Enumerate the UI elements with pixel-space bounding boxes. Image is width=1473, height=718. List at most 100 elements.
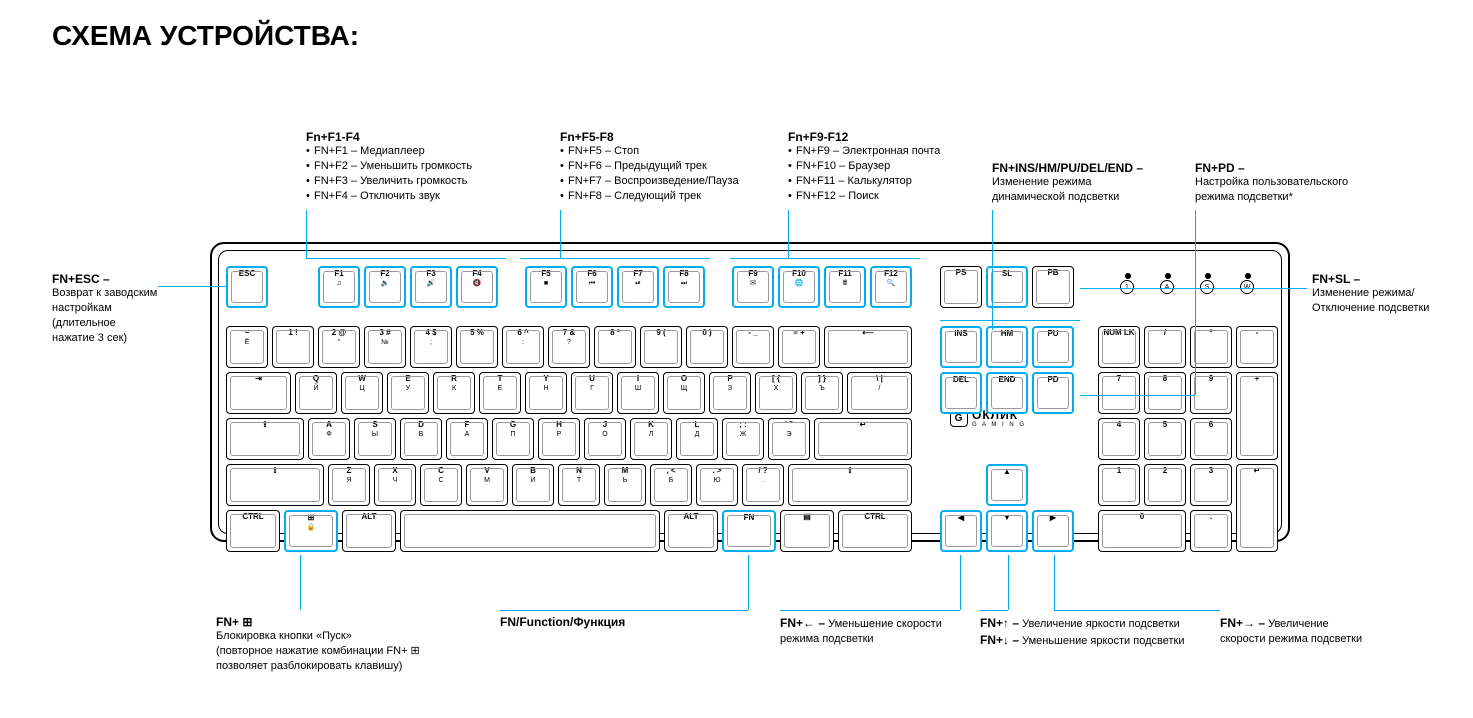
key-pb: PB <box>1032 266 1074 308</box>
key-5: 5 <box>1144 418 1186 460</box>
key-end: END <box>986 372 1028 414</box>
key--: ~Ё <box>226 326 268 368</box>
key-a: AФ <box>308 418 350 460</box>
leader-line <box>500 610 748 611</box>
key-d: DВ <box>400 418 442 460</box>
key-s: SЫ <box>354 418 396 460</box>
key-f5: F5■ <box>525 266 567 308</box>
key-8-: 8 * <box>594 326 636 368</box>
key--: - _ <box>732 326 774 368</box>
callout-title: FN+ESC – <box>52 272 202 286</box>
leader-line <box>1306 288 1307 289</box>
key--: [ {Х <box>755 372 797 414</box>
key--: ⟵ <box>824 326 912 368</box>
key-9: 9 <box>1190 372 1232 414</box>
key-6-: 6 ^: <box>502 326 544 368</box>
key-5-: 5 % <box>456 326 498 368</box>
key--: ⊞🔒 <box>284 510 338 552</box>
key-f11: F11🖩 <box>824 266 866 308</box>
key-2-: 2 @" <box>318 326 360 368</box>
led-indicator: A <box>1160 280 1174 294</box>
key-9-: 9 ( <box>640 326 682 368</box>
leader-line <box>940 320 1080 321</box>
callout-fn-updown: FN+↑ – Увеличение яркости подсветки FN+↓… <box>980 615 1210 649</box>
key-w: WЦ <box>341 372 383 414</box>
key-pu: PU <box>1032 326 1074 368</box>
callout-body: •FN+F5 – Стоп •FN+F6 – Предыдущий трек •… <box>560 144 780 203</box>
key-j: JО <box>584 418 626 460</box>
key-p: PЗ <box>709 372 751 414</box>
key-fn: FN <box>722 510 776 552</box>
key--: \ |/ <box>847 372 912 414</box>
callout-body: Настройка пользовательского режима подсв… <box>1195 175 1395 205</box>
key--: / ?. <box>742 464 784 506</box>
key--: , <Б <box>650 464 692 506</box>
key--: ] }Ъ <box>801 372 843 414</box>
key-b: BИ <box>512 464 554 506</box>
led-indicator: S <box>1200 280 1214 294</box>
key-del: DEL <box>940 372 982 414</box>
leader-line <box>730 258 920 259</box>
leader-line <box>1080 288 1306 289</box>
callout-body: FN+→ – Увеличение скорости режима подсве… <box>1220 615 1420 647</box>
key-7-: 7 &? <box>548 326 590 368</box>
key-y: YН <box>525 372 567 414</box>
key--: ; :Ж <box>722 418 764 460</box>
callout-fn-esc: FN+ESC – Возврат к заводским настройкам … <box>52 272 202 345</box>
key-x: XЧ <box>374 464 416 506</box>
key-f: FА <box>446 418 488 460</box>
callout-body: •FN+F9 – Электронная почта •FN+F10 – Бра… <box>788 144 988 203</box>
key-alt: ALT <box>342 510 396 552</box>
key--: ◀ <box>940 510 982 552</box>
callout-fn-win: FN+ ⊞ Блокировка кнопки «Пуск» (повторно… <box>216 615 496 674</box>
key-esc: ESC <box>226 266 268 308</box>
leader-line <box>1080 395 1195 396</box>
leader-line <box>300 555 301 610</box>
key-t: TЕ <box>479 372 521 414</box>
key-f7: F7⏯ <box>617 266 659 308</box>
callout-body: Блокировка кнопки «Пуск» (повторное нажа… <box>216 629 496 674</box>
key-q: QЙ <box>295 372 337 414</box>
key--: . <box>1190 510 1232 552</box>
leader-line <box>1008 555 1009 610</box>
key-o: OЩ <box>663 372 705 414</box>
key-f4: F4🔇 <box>456 266 498 308</box>
key--: ⇧ <box>226 464 324 506</box>
key-num-lk: NUM LK <box>1098 326 1140 368</box>
key--: ↵ <box>1236 464 1278 552</box>
key--: ▤ <box>780 510 834 552</box>
callout-title: FN+SL – <box>1312 272 1462 286</box>
leader-line <box>1054 610 1220 611</box>
key--: ⇧ <box>788 464 912 506</box>
leader-line <box>1054 555 1055 610</box>
key-v: VМ <box>466 464 508 506</box>
leader-line <box>306 210 307 258</box>
leader-line <box>1195 210 1196 395</box>
key-r: RК <box>433 372 475 414</box>
key-7: 7 <box>1098 372 1140 414</box>
key-f2: F2🔉 <box>364 266 406 308</box>
leader-line <box>960 555 961 610</box>
key-n: NТ <box>558 464 600 506</box>
key-hm: HM <box>986 326 1028 368</box>
callout-body: FN+↑ – Увеличение яркости подсветки FN+↓… <box>980 615 1210 649</box>
leader-line <box>780 610 960 611</box>
key-8: 8 <box>1144 372 1186 414</box>
key-e: EУ <box>387 372 429 414</box>
callout-title: FN+ ⊞ <box>216 615 496 629</box>
key-z: ZЯ <box>328 464 370 506</box>
callout-fn-right: FN+→ – Увеличение скорости режима подсве… <box>1220 615 1420 647</box>
key-4-: 4 $; <box>410 326 452 368</box>
key--: = + <box>778 326 820 368</box>
callout-fn-nav: FN+INS/HM/PU/DEL/END – Изменение режима … <box>992 161 1192 205</box>
key-3: 3 <box>1190 464 1232 506</box>
callout-title: FN/Function/Функция <box>500 615 700 629</box>
callout-fn-sl: FN+SL – Изменение режима/ Отключение под… <box>1312 272 1462 316</box>
key-g: GП <box>492 418 534 460</box>
leader-line <box>520 258 710 259</box>
key-k: KЛ <box>630 418 672 460</box>
callout-fn-pd: FN+PD – Настройка пользовательского режи… <box>1195 161 1395 205</box>
key-c: CС <box>420 464 462 506</box>
key--: * <box>1190 326 1232 368</box>
leader-line <box>158 286 226 287</box>
